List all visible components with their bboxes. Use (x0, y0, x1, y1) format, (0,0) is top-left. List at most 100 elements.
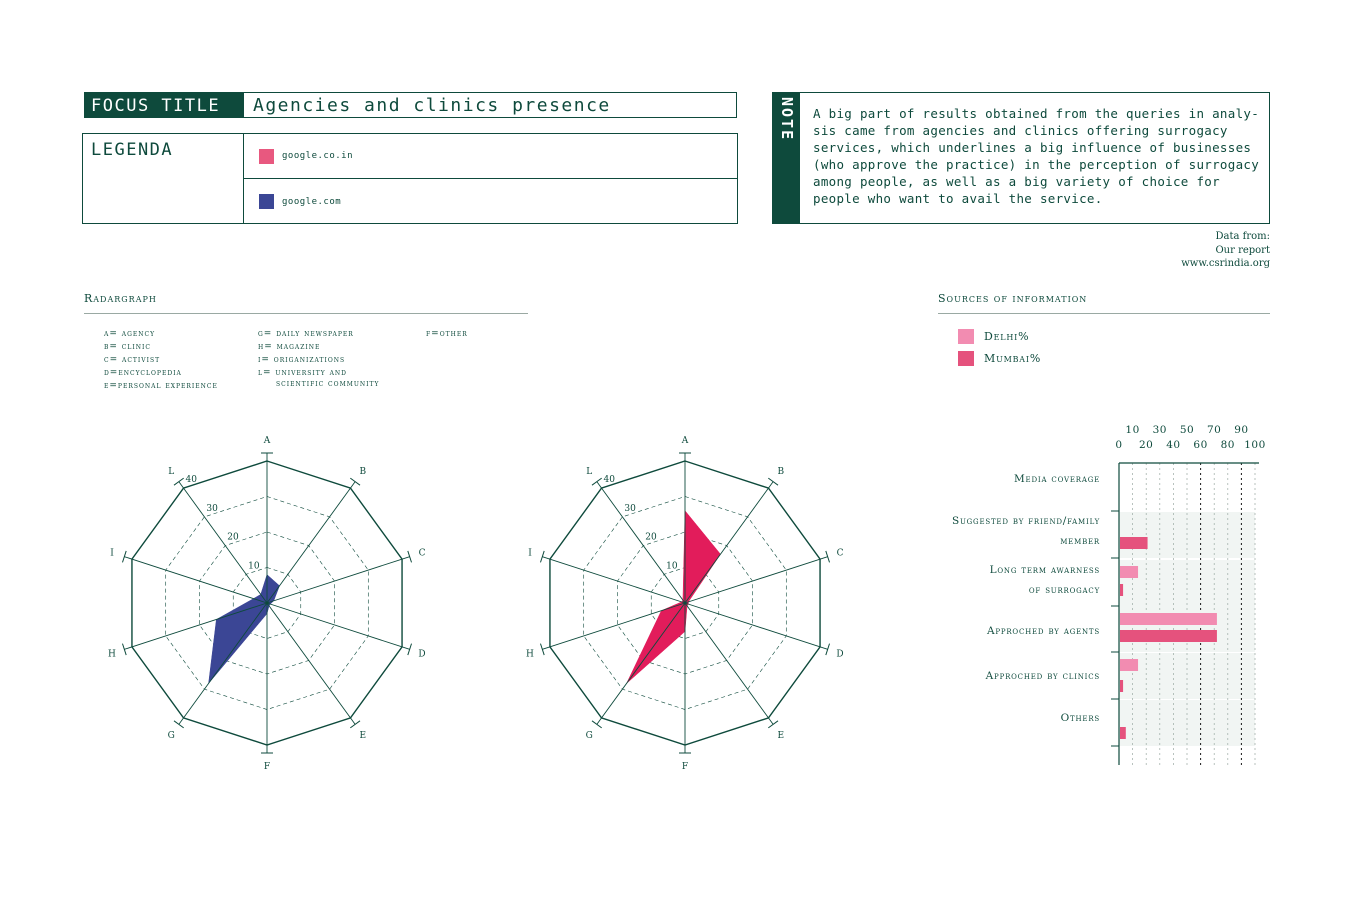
bar-tick-label: 70 (1207, 424, 1221, 436)
bar-category-label: Others (1061, 712, 1100, 724)
radar-axis-tick (591, 720, 602, 729)
legend-label-mumbai: Mumbai% (984, 352, 1042, 365)
radar-code: E=personal experience (104, 381, 218, 391)
focus-title: Agencies and clinics presence (253, 95, 611, 116)
note-line: people who want to avail the service. (813, 191, 1103, 206)
note-line: among people, as well as a big variety o… (813, 174, 1220, 189)
radar-code: B= clinic (104, 342, 151, 352)
radar-axis-label: E (360, 731, 367, 741)
focus-title-bar: FOCUS TITLE Agencies and clinics presenc… (84, 92, 737, 118)
radar-code: H= magazine (258, 342, 321, 352)
radar-axis-tick (591, 477, 602, 486)
radar-ring-label: 30 (206, 504, 218, 514)
note-line: sis came from agencies and clinics offer… (813, 123, 1228, 138)
radar-ring-label: 40 (186, 475, 198, 485)
radar-axis-label: H (526, 649, 534, 659)
radar-codes-col1: A= agency B= clinic C= activist D=encycl… (104, 328, 218, 393)
bar (1120, 659, 1139, 671)
radar-codes-col3: F=other (426, 328, 468, 341)
radar-axis-label: A (681, 436, 689, 446)
radar-axis-label: A (263, 436, 271, 446)
radar-axis-line (178, 602, 268, 725)
radar-axis-label: E (778, 731, 785, 741)
radar-axis-label: G (586, 731, 593, 741)
radar-axis-line (266, 602, 410, 650)
data-source-line: Our report (1215, 244, 1270, 256)
radar-ring-label: 30 (624, 504, 636, 514)
note-line: (who approve the practice) in the percep… (813, 157, 1260, 172)
radar-section-rule (84, 313, 528, 314)
legenda-title: LEGENDA (91, 140, 174, 160)
legend-label: google.com (282, 197, 342, 207)
radar-code: D=encyclopedia (104, 368, 182, 378)
radar-axis-label: B (777, 467, 784, 477)
sources-section-title: Sources of information (938, 292, 1088, 305)
radar-axis-label: I (110, 549, 114, 559)
radar-axis-tick (350, 720, 361, 729)
radar-axis-tick (825, 550, 830, 563)
radar-axis-tick (173, 477, 184, 486)
radar-axis-label: F (682, 762, 688, 772)
radar-axis-line (266, 556, 410, 604)
radar-axis-line (124, 556, 268, 604)
radar-ring (650, 567, 720, 639)
legend-swatch-delhi (958, 329, 974, 344)
legenda-box: LEGENDA google.co.in google.com (82, 133, 738, 224)
radar-series-area (626, 510, 721, 684)
radar-axis-line (542, 556, 686, 604)
note-line: services, which underlines a big influen… (813, 140, 1252, 155)
radar-code: G= daily newspaper (258, 329, 354, 339)
radar-series-area (208, 574, 280, 685)
radar-code: C= activist (104, 355, 161, 365)
radar-code: L= university and (258, 368, 347, 378)
radar-axis-label: I (528, 549, 532, 559)
bar-category-label: Media coverage (1014, 473, 1100, 485)
bar-tick-label: 10 (1125, 424, 1139, 436)
radar-axis-line (684, 602, 828, 650)
radar-axis-line (178, 481, 268, 604)
radar-axis-label: F (264, 762, 270, 772)
note-tag-label: NOTE (778, 97, 796, 142)
radar-ring-label: 10 (248, 561, 260, 571)
radar-axis-tick (768, 720, 779, 729)
radar-axis-line (596, 481, 686, 604)
radar-axis-label: B (359, 467, 366, 477)
radar-ring-label: 20 (645, 533, 657, 543)
radar-axis-line (542, 602, 686, 650)
note-box: NOTE A big part of results obtained from… (772, 92, 1270, 224)
radar-axis-label: D (836, 649, 843, 659)
radar-code: scientific community (276, 379, 380, 389)
radar-section-title: Radargraph (84, 292, 157, 305)
radar-code: F=other (426, 329, 468, 339)
radar-axis-tick (122, 643, 127, 656)
radar-axis-label: H (108, 649, 116, 659)
bar-category-label: member (1060, 535, 1100, 547)
radar-axis-label: G (168, 731, 175, 741)
bar-category-label: Approched by clinics (985, 670, 1100, 682)
bar-category-label: Suggested by friend/family (952, 515, 1100, 527)
bar (1120, 680, 1124, 692)
bar-tick-label: 80 (1221, 439, 1235, 451)
bar-tick-label: 60 (1193, 439, 1207, 451)
bar (1120, 727, 1126, 739)
bar-tick-label: 0 (1115, 439, 1122, 451)
bar (1120, 584, 1124, 596)
data-source-line: Data from: (1215, 231, 1271, 242)
radar-axis-tick (768, 477, 779, 486)
bar-category-label: of surrogacy (1029, 584, 1100, 596)
radar-axis-label: C (419, 549, 426, 559)
note-tag: NOTE (773, 93, 800, 223)
radar-axis-line (124, 602, 268, 650)
radar-axis-label: L (586, 467, 592, 477)
radar-axis-tick (407, 550, 412, 563)
legend-swatch-mumbai (958, 351, 974, 366)
radar-axis-tick (540, 643, 545, 656)
radar-chart-google-co-in: A B C D E F G H I L 10 20 30 40 (526, 436, 844, 772)
bar-tick-label: 100 (1244, 439, 1266, 451)
data-source-line: www.csrindia.org (1181, 258, 1270, 269)
legend-swatch-google-co-in (259, 149, 274, 164)
radar-axis-line (266, 602, 356, 725)
radar-axis-line (684, 556, 828, 604)
bar-tick-label: 20 (1139, 439, 1153, 451)
focus-tag: FOCUS TITLE (85, 93, 244, 117)
